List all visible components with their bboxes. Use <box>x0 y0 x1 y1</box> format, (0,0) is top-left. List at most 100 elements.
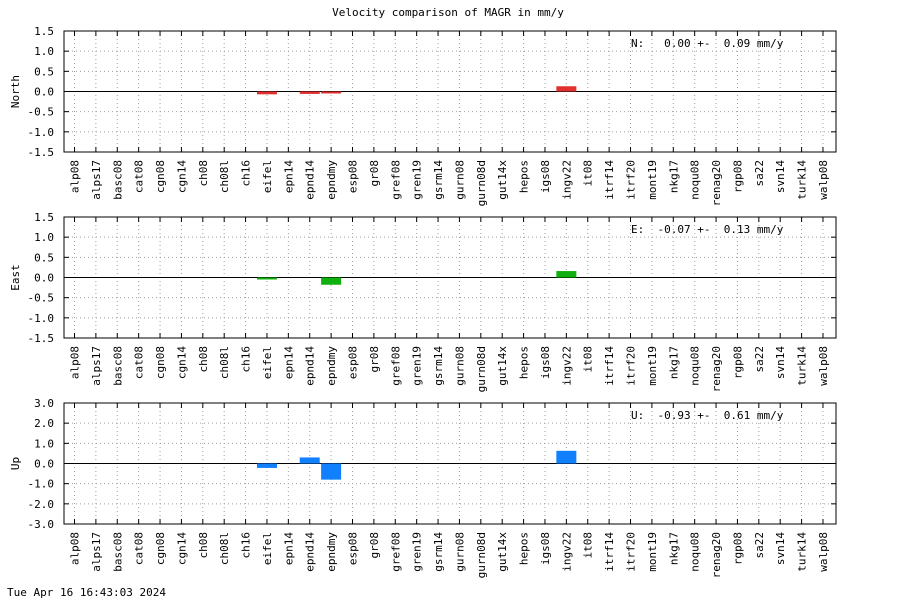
x-tick-label: epnd14 <box>304 160 317 200</box>
bar-eifel <box>256 91 277 95</box>
x-tick-label: alps17 <box>90 346 103 386</box>
x-tick-label: epn14 <box>282 532 295 565</box>
bar-epndmy <box>321 277 342 285</box>
x-tick-label: rgp08 <box>731 532 744 565</box>
x-tick-label: ch08l <box>218 160 231 193</box>
bar-eifel <box>256 463 277 468</box>
x-tick-label: basc08 <box>111 160 124 200</box>
x-tick-label: eifel <box>261 346 274 379</box>
y-tick-label: 3.0 <box>34 397 54 410</box>
x-tick-label: ingv22 <box>560 160 573 200</box>
x-tick-label: cgn08 <box>154 532 167 565</box>
x-tick-label: cat08 <box>133 532 146 565</box>
x-tick-label: ingv22 <box>560 532 573 572</box>
plot-frame <box>63 30 837 153</box>
bar-epndmy <box>321 463 342 480</box>
x-tick-label: basc08 <box>111 346 124 386</box>
x-tick-label: eifel <box>261 160 274 193</box>
x-tick-label: nkg17 <box>667 346 680 379</box>
x-tick-label: itrf14 <box>603 346 616 386</box>
x-tick-label: alps17 <box>90 160 103 200</box>
x-tick-label: walp08 <box>817 532 830 572</box>
x-tick-label: cgn08 <box>154 160 167 193</box>
x-tick-label: ch08 <box>197 346 210 373</box>
x-tick-label: alps17 <box>90 532 103 572</box>
y-axis-label: Up <box>9 457 22 470</box>
bar-eifel <box>256 277 277 280</box>
bar-ingv22 <box>556 86 577 92</box>
panel-east: -1.5 -1.0 -0.5 0.0 0.5 1.0 1.5 alp08 alps17 basc0… <box>9 211 837 392</box>
chart-title: Velocity comparison of MAGR in mm/y <box>332 6 564 19</box>
x-tick-label: renag20 <box>710 160 723 206</box>
y-tick-label: 0.5 <box>34 65 54 78</box>
x-tick-label: gut14x <box>496 346 509 386</box>
x-tick-label: esp08 <box>347 532 360 565</box>
plot-frame <box>63 402 837 525</box>
y-tick-label: -1.0 <box>28 126 55 139</box>
x-tick-label: gurn08d <box>475 160 488 206</box>
x-tick-label: it08 <box>582 160 595 187</box>
x-tick-label: turk14 <box>796 346 809 386</box>
x-tick-label: sa22 <box>753 346 766 373</box>
x-tick-label: ch16 <box>240 532 253 559</box>
x-tick-label: mont19 <box>646 532 659 572</box>
panel-north: -1.5 -1.0 -0.5 0.0 0.5 1.0 1.5 alp08 alps17 basc0… <box>9 25 837 206</box>
x-tick-label: gr08 <box>368 532 381 559</box>
bar-epnd14 <box>299 91 320 94</box>
x-tick-label: gurn08 <box>453 346 466 386</box>
x-tick-label: ch08 <box>197 532 210 559</box>
x-tick-label: turk14 <box>796 532 809 572</box>
x-tick-label: gref08 <box>389 346 402 386</box>
x-tick-label: mont19 <box>646 346 659 386</box>
x-tick-label: gsrm14 <box>432 160 445 200</box>
y-tick-label: -2.0 <box>28 498 55 511</box>
x-tick-label: cgn14 <box>175 532 188 565</box>
x-tick-label: basc08 <box>111 532 124 572</box>
stats-annotation: U: -0.93 +- 0.61 mm/y <box>631 409 784 422</box>
x-tick-label: nkg17 <box>667 160 680 193</box>
x-tick-label: walp08 <box>817 346 830 386</box>
x-tick-label: eifel <box>261 532 274 565</box>
x-tick-label: cat08 <box>133 160 146 193</box>
x-tick-label: rgp08 <box>731 160 744 193</box>
y-tick-label: 0.0 <box>34 458 54 471</box>
y-tick-label: 2.0 <box>34 417 54 430</box>
x-tick-label: ch16 <box>240 160 253 187</box>
x-tick-label: turk14 <box>796 160 809 200</box>
x-tick-label: noqu08 <box>689 532 702 572</box>
x-tick-label: gren19 <box>411 532 424 572</box>
x-tick-label: svn14 <box>774 346 787 379</box>
x-tick-label: igs08 <box>539 532 552 565</box>
stats-annotation: E: -0.07 +- 0.13 mm/y <box>631 223 784 236</box>
y-tick-label: -0.5 <box>28 292 55 305</box>
x-tick-label: cat08 <box>133 346 146 379</box>
x-tick-label: rgp08 <box>731 346 744 379</box>
y-tick-label: -1.5 <box>28 332 55 345</box>
x-tick-label: sa22 <box>753 160 766 187</box>
plot-frame <box>63 216 837 339</box>
x-tick-label: alp08 <box>69 346 82 379</box>
x-tick-label: ch08 <box>197 160 210 187</box>
x-tick-label: cgn08 <box>154 346 167 379</box>
y-tick-label: 0.0 <box>34 86 54 99</box>
x-tick-label: it08 <box>582 346 595 373</box>
y-tick-label: 0.5 <box>34 251 54 264</box>
y-tick-label: 1.0 <box>34 45 54 58</box>
x-tick-label: epndmy <box>325 160 338 200</box>
bar-ingv22 <box>556 450 577 464</box>
x-tick-label: cgn14 <box>175 160 188 193</box>
x-tick-label: hepos <box>518 346 531 379</box>
y-tick-label: -1.0 <box>28 312 55 325</box>
x-tick-label: itrf14 <box>603 160 616 200</box>
y-tick-label: -1.0 <box>28 478 55 491</box>
x-tick-label: gurn08d <box>475 346 488 392</box>
x-tick-label: cgn14 <box>175 346 188 379</box>
x-tick-label: alp08 <box>69 160 82 193</box>
x-tick-label: ch16 <box>240 346 253 373</box>
x-tick-label: hepos <box>518 160 531 193</box>
y-tick-label: -0.5 <box>28 106 55 119</box>
x-tick-label: epn14 <box>282 346 295 379</box>
timestamp-footer: Tue Apr 16 16:43:03 2024 <box>7 586 166 599</box>
x-tick-label: nkg17 <box>667 532 680 565</box>
